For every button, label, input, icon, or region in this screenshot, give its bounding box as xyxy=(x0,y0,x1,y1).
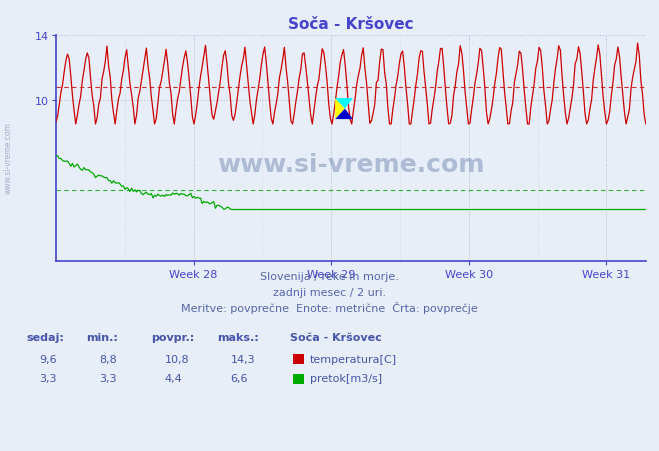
Text: 6,6: 6,6 xyxy=(231,373,248,383)
Title: Soča - Kršovec: Soča - Kršovec xyxy=(288,17,414,32)
Polygon shape xyxy=(335,99,345,120)
Text: maks.:: maks.: xyxy=(217,332,259,342)
Text: www.si-vreme.com: www.si-vreme.com xyxy=(3,122,13,194)
Text: 10,8: 10,8 xyxy=(165,354,189,364)
Text: temperatura[C]: temperatura[C] xyxy=(310,354,397,364)
Text: Slovenija / reke in morje.: Slovenija / reke in morje. xyxy=(260,272,399,281)
Text: sedaj:: sedaj: xyxy=(26,332,64,342)
Text: Soča - Kršovec: Soča - Kršovec xyxy=(290,332,382,342)
Text: www.si-vreme.com: www.si-vreme.com xyxy=(217,153,484,177)
Polygon shape xyxy=(335,109,353,120)
Text: 14,3: 14,3 xyxy=(231,354,255,364)
Text: pretok[m3/s]: pretok[m3/s] xyxy=(310,373,382,383)
Text: povpr.:: povpr.: xyxy=(152,332,195,342)
Text: 8,8: 8,8 xyxy=(99,354,117,364)
Text: 4,4: 4,4 xyxy=(165,373,183,383)
Text: 9,6: 9,6 xyxy=(40,354,57,364)
Text: Meritve: povprečne  Enote: metrične  Črta: povprečje: Meritve: povprečne Enote: metrične Črta:… xyxy=(181,301,478,313)
Text: min.:: min.: xyxy=(86,332,117,342)
Text: 3,3: 3,3 xyxy=(99,373,117,383)
Text: 3,3: 3,3 xyxy=(40,373,57,383)
Text: zadnji mesec / 2 uri.: zadnji mesec / 2 uri. xyxy=(273,287,386,297)
Polygon shape xyxy=(335,99,353,109)
